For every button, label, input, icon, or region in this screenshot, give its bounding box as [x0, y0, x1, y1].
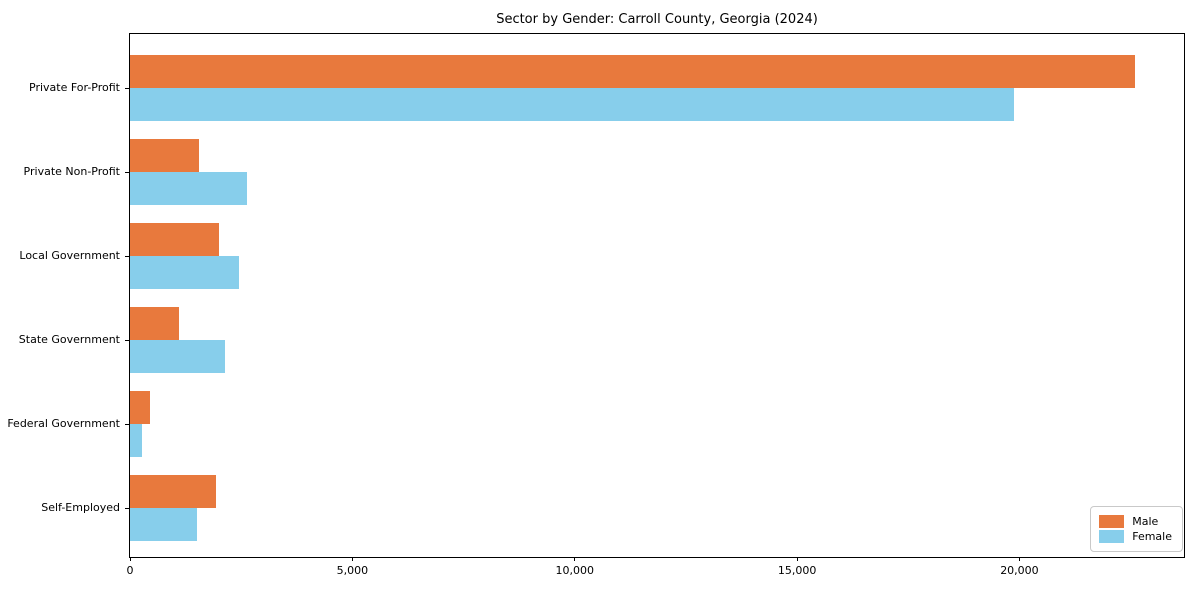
x-tick-label: 15,000 [777, 564, 817, 577]
y-axis-tick [125, 171, 129, 173]
legend-swatch [1099, 530, 1125, 543]
legend-label: Male [1132, 515, 1159, 528]
y-tick-label: Private For-Profit [29, 81, 120, 94]
bar-female-5 [130, 508, 197, 541]
x-tick-label: 10,000 [555, 564, 594, 577]
x-tick-label: 20,000 [1000, 564, 1039, 577]
y-axis-tick [125, 423, 129, 425]
legend-swatch [1099, 515, 1125, 528]
bar-male-3 [130, 307, 179, 340]
legend-item: Male [1099, 515, 1172, 528]
x-tick-label: 0 [126, 564, 134, 577]
bar-male-1 [130, 139, 199, 172]
y-axis-tick [125, 87, 129, 89]
y-axis-tick [125, 507, 129, 509]
bar-female-3 [130, 340, 226, 373]
y-tick-label: Private Non-Profit [23, 165, 120, 178]
bar-male-2 [130, 223, 219, 256]
x-tick-label: 5,000 [336, 564, 369, 577]
x-axis-tick [351, 557, 353, 561]
bar-female-2 [130, 256, 239, 289]
y-tick-label: State Government [18, 333, 120, 346]
plot-area: Private For-Profit Private Non-Profit Loca… [7, 33, 1185, 577]
bar-male-5 [130, 475, 216, 508]
legend-label: Female [1132, 530, 1172, 543]
x-axis-tick [574, 557, 576, 561]
x-axis-tick [129, 557, 131, 561]
y-tick-label: Federal Government [7, 417, 120, 430]
chart-title: Sector by Gender: Carroll County, Georgi… [496, 12, 818, 27]
bar-male-0 [130, 55, 1136, 88]
y-tick-label: Self-Employed [41, 501, 120, 514]
bar-male-4 [130, 391, 150, 424]
x-axis-tick [1018, 557, 1020, 561]
legend-item: Female [1099, 530, 1172, 543]
legend: Male Female [1090, 506, 1183, 552]
y-tick-label: Local Government [19, 249, 120, 262]
y-axis-tick [125, 255, 129, 257]
x-axis-tick [796, 557, 798, 561]
bar-female-4 [130, 424, 142, 457]
y-axis-tick [125, 339, 129, 341]
bar-female-0 [130, 88, 1014, 121]
bar-female-1 [130, 172, 247, 205]
